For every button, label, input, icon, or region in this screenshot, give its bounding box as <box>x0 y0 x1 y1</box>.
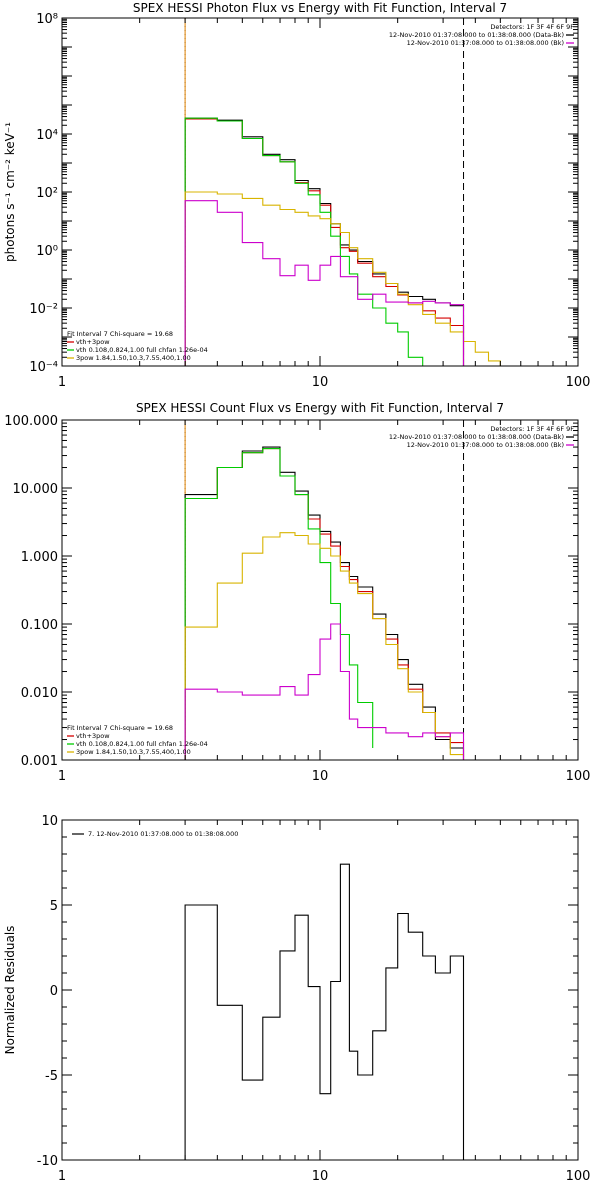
legend-text: 7. 12-Nov-2010 01:37:08.000 to 01:38:08.… <box>88 830 238 838</box>
series-line-vth <box>184 448 374 760</box>
detector-legend-text: 12-Nov-2010 01:37:08.000 to 01:38:08.000… <box>389 31 564 39</box>
fit-legend-text: 3pow 1.84,1.50,10.3,7.55,400,1.00 <box>76 354 191 362</box>
x-tick-label: 10 <box>312 375 329 390</box>
detector-legend-text: 12-Nov-2010 01:37:08.000 to 01:38:08.000… <box>407 441 564 449</box>
x-tick-label: 10 <box>312 769 329 784</box>
series-line-bk <box>184 623 465 760</box>
series-line-bk <box>184 200 465 366</box>
fit-legend-text: Fit Interval 7 Chi-square = 19.68 <box>67 330 173 338</box>
y-tick-label: 10⁴ <box>36 128 58 143</box>
x-tick-label: 1 <box>58 769 66 784</box>
y-tick-label: 10 <box>41 814 58 829</box>
y-axis-label: Normalized Residuals <box>3 926 17 1055</box>
fit-legend-text: vth+3pow <box>76 338 110 346</box>
series-line-vth <box>184 117 424 366</box>
photon-flux-panel: SPEX HESSI Photon Flux vs Energy with Fi… <box>3 1 590 390</box>
count-flux-panel: SPEX HESSI Count Flux vs Energy with Fit… <box>4 401 590 784</box>
y-tick-label: 10⁸ <box>36 12 58 27</box>
x-tick-label: 1 <box>58 1169 66 1184</box>
series-line-vth-3pow <box>184 448 465 760</box>
x-tick-label: 1 <box>58 375 66 390</box>
chart-title: SPEX HESSI Photon Flux vs Energy with Fi… <box>133 1 507 15</box>
fit-legend-text: vth 0.108,0.824,1.00 full chfan 1.26e-04 <box>76 740 208 748</box>
series-line-data-bk <box>184 117 465 366</box>
y-tick-label: 0 <box>50 984 58 999</box>
fit-legend-text: vth 0.108,0.824,1.00 full chfan 1.26e-04 <box>76 346 208 354</box>
series-line-7-12-nov-2010-01-37-08-000-to-01-38-08-000 <box>184 863 465 1160</box>
series-line-3pow <box>184 532 465 760</box>
y-tick-label: 5 <box>50 899 58 914</box>
y-tick-label: -5 <box>45 1069 58 1084</box>
series-line-3pow <box>184 191 501 366</box>
x-tick-label: 100 <box>566 1169 591 1184</box>
y-tick-label: -10 <box>37 1154 58 1169</box>
x-tick-label: 100 <box>566 375 591 390</box>
y-tick-label: 0.001 <box>21 754 58 769</box>
y-tick-label: 10⁻⁴ <box>29 360 58 375</box>
y-axis-label: photons s⁻¹ cm⁻² keV⁻¹ <box>3 122 17 262</box>
fit-legend-text: vth+3pow <box>76 732 110 740</box>
residuals-panel: Normalized Residuals 1 10 100 -10 -5 0 5 10 7. 12… <box>3 814 590 1184</box>
chart-title: SPEX HESSI Count Flux vs Energy with Fit… <box>136 401 504 415</box>
detector-legend-text: 12-Nov-2010 01:37:08.000 to 01:38:08.000… <box>407 39 564 47</box>
y-tick-label: 10⁻² <box>29 302 58 317</box>
series-group <box>184 446 465 760</box>
series-group <box>184 863 465 1160</box>
x-tick-label: 100 <box>566 769 591 784</box>
series-group <box>184 117 501 366</box>
fit-legend-text: Fit Interval 7 Chi-square = 19.68 <box>67 724 173 732</box>
y-tick-label: 10² <box>36 186 58 201</box>
series-line-vth-3pow <box>184 118 465 366</box>
detector-legend-text: Detectors: 1F 3F 4F 6F 9F <box>490 23 574 31</box>
y-tick-label: 0.100 <box>21 618 58 633</box>
y-tick-label: 10.000 <box>13 482 59 497</box>
detector-legend-text: 12-Nov-2010 01:37:08.000 to 01:38:08.000… <box>389 433 564 441</box>
y-tick-label: 1.000 <box>21 550 58 565</box>
plot-frame <box>61 419 579 761</box>
y-tick-label: 10⁰ <box>36 244 58 259</box>
y-tick-label: 100.000 <box>4 414 58 429</box>
series-line-data-bk <box>184 446 465 760</box>
detector-legend-text: Detectors: 1F 3F 4F 6F 9F <box>490 425 574 433</box>
y-tick-label: 0.010 <box>21 686 58 701</box>
x-tick-label: 10 <box>312 1169 329 1184</box>
fit-legend-text: 3pow 1.84,1.50,10.3,7.55,400,1.00 <box>76 748 191 756</box>
